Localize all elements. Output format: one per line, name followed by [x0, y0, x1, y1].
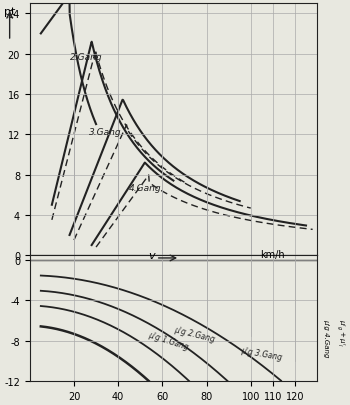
Text: μ'g 1.Gang: μ'g 1.Gang	[147, 330, 189, 351]
Text: v: v	[148, 250, 155, 260]
Y-axis label: pt: pt	[4, 7, 15, 17]
Text: 3.Gang: 3.Gang	[90, 128, 122, 137]
Text: μ'g 3.Gang: μ'g 3.Gang	[240, 345, 282, 361]
Text: 4.Gang: 4.Gang	[129, 183, 162, 192]
Text: μ'g 2.Gang: μ'g 2.Gang	[173, 324, 216, 343]
Text: $\mu'_g + \mu'_l$: $\mu'_g + \mu'_l$	[334, 318, 347, 346]
Text: 2.Gang: 2.Gang	[70, 53, 102, 62]
Text: μ'g 4.Gang: μ'g 4.Gang	[323, 318, 329, 357]
Text: km/h: km/h	[260, 249, 285, 260]
